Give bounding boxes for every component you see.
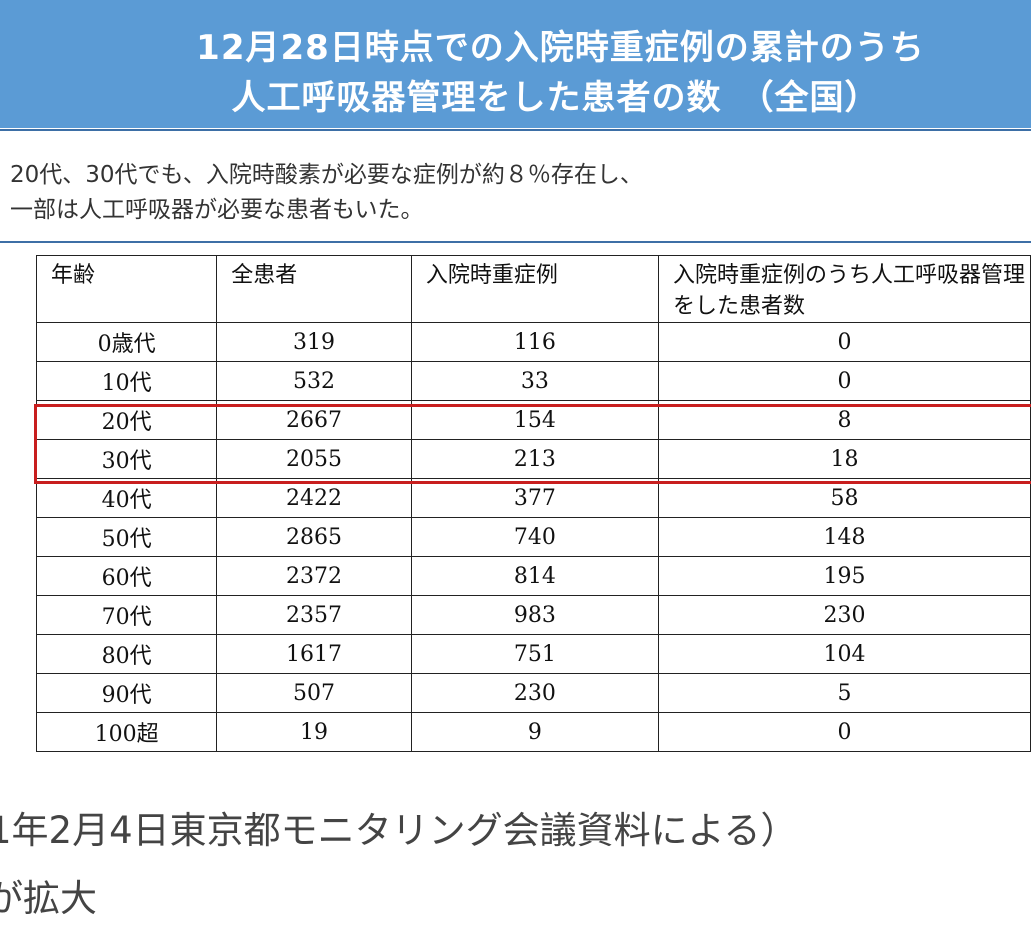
cell-age: 0歳代 — [35, 322, 218, 362]
intro-line-1: 20代、30代でも、入院時酸素が必要な症例が約８％存在し、 — [10, 162, 643, 188]
cell-severe: 213 — [410, 439, 659, 479]
cell-severe: 377 — [410, 478, 659, 518]
cell-ventilator: 195 — [657, 556, 1031, 596]
cell-severe: 9 — [410, 712, 659, 752]
cell-all: 2372 — [216, 556, 412, 596]
header-age: 年齢 — [35, 255, 218, 323]
table-row: 40代 2422 377 58 — [35, 478, 1031, 518]
table-row: 20代 2667 154 8 — [35, 400, 1031, 440]
table-row: 10代 532 33 0 — [35, 361, 1031, 401]
cell-severe: 33 — [410, 361, 659, 401]
cell-age: 100超 — [35, 712, 218, 752]
table-row: 90代 507 230 5 — [35, 673, 1031, 713]
cell-all: 2357 — [216, 595, 412, 635]
header-all-patients: 全患者 — [216, 255, 412, 323]
cell-age: 40代 — [35, 478, 218, 518]
table-header-row: 年齢 全患者 入院時重症例 入院時重症例のうち人工呼吸器管理をした患者数 — [35, 255, 1031, 323]
header-ventilator-patients: 入院時重症例のうち人工呼吸器管理をした患者数 — [657, 255, 1031, 323]
cell-ventilator: 104 — [657, 634, 1031, 674]
cell-ventilator: 148 — [657, 517, 1031, 557]
cell-age: 90代 — [35, 673, 218, 713]
cell-all: 532 — [216, 361, 412, 401]
table-row: 30代 2055 213 18 — [35, 439, 1031, 479]
cell-all: 319 — [216, 322, 412, 362]
ventilator-table: 年齢 全患者 入院時重症例 入院時重症例のうち人工呼吸器管理をした患者数 0歳代… — [35, 255, 1031, 752]
divider-top — [0, 129, 1031, 131]
cell-ventilator: 230 — [657, 595, 1031, 635]
table-row: 60代 2372 814 195 — [35, 556, 1031, 596]
title-line-1: 12月28日時点での入院時重症例の累計のうち — [196, 28, 925, 68]
cell-severe: 116 — [410, 322, 659, 362]
table-row: 0歳代 319 116 0 — [35, 322, 1031, 362]
cell-age: 80代 — [35, 634, 218, 674]
cell-all: 19 — [216, 712, 412, 752]
cell-age: 10代 — [35, 361, 218, 401]
footer-line-2: が拡大 — [0, 877, 97, 920]
cell-severe: 751 — [410, 634, 659, 674]
cell-all: 1617 — [216, 634, 412, 674]
cell-age: 50代 — [35, 517, 218, 557]
table-row: 50代 2865 740 148 — [35, 517, 1031, 557]
cell-age: 20代 — [35, 400, 218, 440]
cell-all: 2667 — [216, 400, 412, 440]
cell-severe: 814 — [410, 556, 659, 596]
table-row: 70代 2357 983 230 — [35, 595, 1031, 635]
cell-severe: 983 — [410, 595, 659, 635]
source-note: 1年2月4日東京都モニタリング会議資料による） — [0, 809, 798, 852]
cell-severe: 740 — [410, 517, 659, 557]
cell-age: 30代 — [35, 439, 218, 479]
cell-all: 2865 — [216, 517, 412, 557]
table-row: 100超 19 9 0 — [35, 712, 1031, 752]
cell-all: 2422 — [216, 478, 412, 518]
cell-ventilator: 5 — [657, 673, 1031, 713]
header-severe-cases: 入院時重症例 — [410, 255, 659, 323]
cell-ventilator: 0 — [657, 361, 1031, 401]
title-banner: 12月28日時点での入院時重症例の累計のうち 人工呼吸器管理をした患者の数 （全… — [0, 0, 1031, 128]
cell-all: 2055 — [216, 439, 412, 479]
cell-all: 507 — [216, 673, 412, 713]
cell-ventilator: 58 — [657, 478, 1031, 518]
cell-age: 70代 — [35, 595, 218, 635]
divider-bottom — [0, 241, 1031, 243]
cell-ventilator: 8 — [657, 400, 1031, 440]
cell-age: 60代 — [35, 556, 218, 596]
cell-ventilator: 0 — [657, 712, 1031, 752]
cell-ventilator: 18 — [657, 439, 1031, 479]
intro-line-2: 一部は人工呼吸器が必要な患者もいた。 — [10, 197, 424, 223]
cell-ventilator: 0 — [657, 322, 1031, 362]
cell-severe: 230 — [410, 673, 659, 713]
title-line-2: 人工呼吸器管理をした患者の数 （全国） — [231, 78, 880, 118]
table-row: 80代 1617 751 104 — [35, 634, 1031, 674]
cell-severe: 154 — [410, 400, 659, 440]
